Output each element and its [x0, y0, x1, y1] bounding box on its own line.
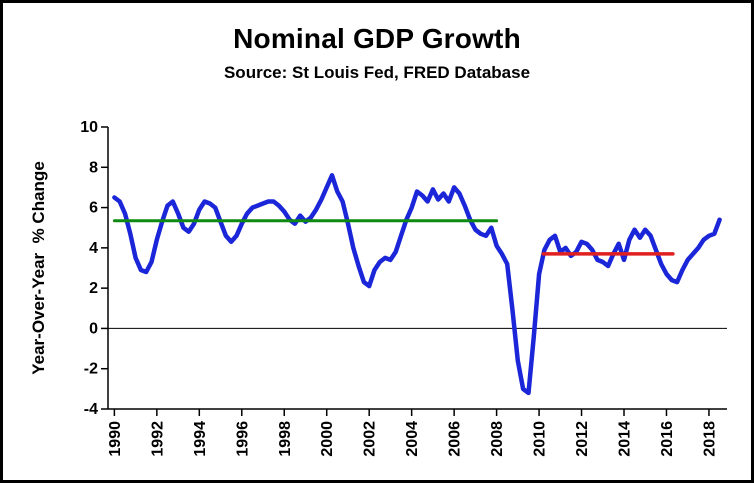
x-tick-label: 2014 — [617, 421, 634, 457]
x-tick-label: 1990 — [107, 421, 124, 457]
x-tick-label: 2006 — [447, 421, 464, 457]
x-tick-label: 2012 — [574, 421, 591, 457]
x-tick-label: 2000 — [319, 421, 336, 457]
x-tick-label: 1992 — [149, 421, 166, 457]
chart-title: Nominal GDP Growth — [233, 23, 521, 54]
x-tick-label: 2018 — [701, 421, 718, 457]
x-tick-label: 2002 — [362, 421, 379, 457]
y-tick-label: 4 — [89, 240, 98, 257]
x-tick-label: 1998 — [277, 421, 294, 457]
chart-subtitle: Source: St Louis Fed, FRED Database — [223, 63, 531, 82]
x-tick-label: 2004 — [404, 421, 421, 457]
x-tick-label: 2016 — [659, 421, 676, 457]
y-tick-label: 6 — [89, 200, 98, 217]
y-tick-label: 0 — [89, 320, 98, 337]
nominal-gdp-yoy-series — [112, 173, 722, 396]
gdp-line-chart: 10 8 6 4 2 0 -2 -4 1990 1992 1994 1996 1998 2000 2002 2… — [80, 119, 727, 457]
y-tick-label: -2 — [84, 361, 98, 378]
x-tick-label: 1996 — [234, 421, 251, 457]
x-tick-label: 1994 — [192, 421, 209, 457]
y-tick-label: -4 — [84, 401, 98, 418]
x-tick-label: 2008 — [489, 421, 506, 457]
x-tick-label: 2010 — [532, 421, 549, 457]
y-tick-label: 8 — [89, 159, 98, 176]
y-tick-label: 10 — [80, 119, 98, 136]
y-tick-label: 2 — [89, 280, 98, 297]
